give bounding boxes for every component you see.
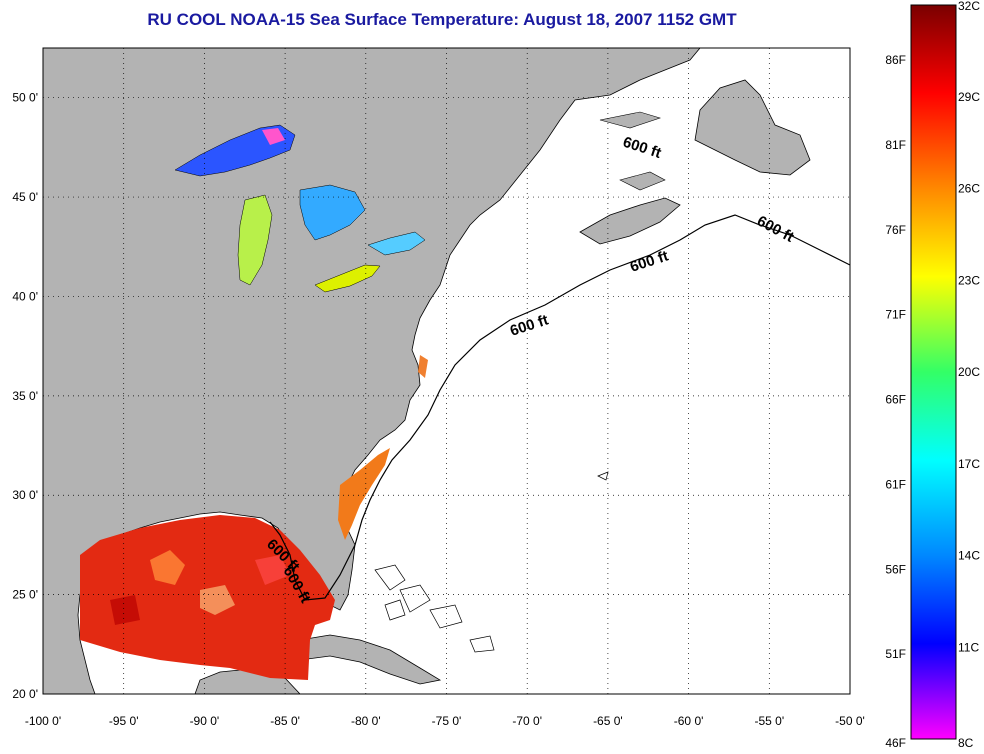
lat-tick-label: 40 0' <box>12 289 38 303</box>
bahamas <box>374 471 609 653</box>
lat-tick-label: 30 0' <box>12 488 38 502</box>
map-frame <box>42 47 851 695</box>
lon-tick-label: -65 0' <box>593 714 623 728</box>
colorbar-celsius-label: 26C <box>958 182 980 196</box>
colorbar-celsius-label: 23C <box>958 273 980 287</box>
lon-tick-label: -95 0' <box>109 714 139 728</box>
colorbar-celsius-labels: 32C 29C 26C 23C 20C 17C 14C 11C 8C <box>958 0 980 750</box>
lat-tick-label: 25 0' <box>12 588 38 602</box>
lon-tick-label: -100 0' <box>25 714 61 728</box>
colorbar: 32C 29C 26C 23C 20C 17C 14C 11C 8C 86F 81F 76F 71F 6… <box>885 0 980 750</box>
colorbar-fahrenheit-label: 51F <box>885 647 906 661</box>
lat-tick-label: 50 0' <box>12 91 38 105</box>
lon-tick-label: -75 0' <box>432 714 462 728</box>
colorbar-celsius-label: 14C <box>958 549 980 563</box>
colorbar-fahrenheit-label: 61F <box>885 477 906 491</box>
colorbar-celsius-label: 32C <box>958 0 980 13</box>
contour-600ft-gulf <box>269 521 356 601</box>
lat-tick-label: 20 0' <box>12 687 38 701</box>
map-area: 600 ft 600 ft 600 ft 600 ft 600 ft 600 f… <box>43 48 850 694</box>
lon-tick-labels: -100 0' -95 0' -90 0' -85 0' -80 0' -75 0' -70… <box>25 714 865 728</box>
land-newfoundland <box>694 79 811 176</box>
lon-tick-label: -80 0' <box>351 714 381 728</box>
colorbar-fahrenheit-label: 71F <box>885 308 906 322</box>
lon-tick-label: -50 0' <box>835 714 865 728</box>
colorbar-fahrenheit-label: 76F <box>885 223 906 237</box>
gulf-sst <box>80 515 335 680</box>
lon-tick-label: -55 0' <box>754 714 784 728</box>
colorbar-gradient <box>910 4 957 740</box>
colorbar-fahrenheit-label: 56F <box>885 562 906 576</box>
lat-tick-label: 35 0' <box>12 389 38 403</box>
colorbar-celsius-label: 29C <box>958 90 980 104</box>
florida-coast-sst <box>338 448 390 540</box>
colorbar-celsius-label: 8C <box>958 736 974 750</box>
lat-tick-label: 45 0' <box>12 190 38 204</box>
lake-michigan <box>237 194 273 286</box>
lat-tick-labels: 20 0' 25 0' 30 0' 35 0' 40 0' 45 0' 50 0' <box>12 91 38 701</box>
colorbar-fahrenheit-label: 86F <box>885 53 906 67</box>
lake-huron <box>299 184 366 241</box>
gulf-sst-mottle-4 <box>255 555 290 585</box>
colorbar-fahrenheit-label: 46F <box>885 736 906 750</box>
lake-ontario <box>367 231 426 256</box>
land-pei <box>619 171 666 191</box>
contour-600ft <box>354 214 850 546</box>
chesapeake-sst <box>418 355 428 378</box>
colorbar-celsius-label: 11C <box>958 640 979 654</box>
colorbar-fahrenheit-label: 81F <box>885 138 906 152</box>
land-cuba <box>279 634 442 685</box>
colorbar-fahrenheit-labels: 86F 81F 76F 71F 66F 61F 56F 51F 46F <box>885 53 906 750</box>
colorbar-fahrenheit-label: 66F <box>885 393 906 407</box>
lake-superior <box>174 124 296 177</box>
gulf-sst-mottle-1 <box>150 550 185 585</box>
lon-tick-label: -70 0' <box>512 714 542 728</box>
colorbar-celsius-label: 20C <box>958 365 980 379</box>
land-nova-scotia <box>579 197 681 245</box>
lon-tick-label: -60 0' <box>674 714 704 728</box>
map-title: RU COOL NOAA-15 Sea Surface Temperature:… <box>147 10 737 29</box>
lake-superior-warm <box>262 128 285 145</box>
lon-tick-label: -85 0' <box>270 714 300 728</box>
land-anticosti <box>599 111 661 129</box>
gulf-sst-mottle-3 <box>110 595 140 625</box>
lake-erie <box>314 264 381 293</box>
gulf-sst-mottle-2 <box>200 585 235 615</box>
colorbar-celsius-label: 17C <box>958 457 980 471</box>
lon-tick-label: -90 0' <box>190 714 220 728</box>
great-lakes-sst <box>174 124 426 293</box>
